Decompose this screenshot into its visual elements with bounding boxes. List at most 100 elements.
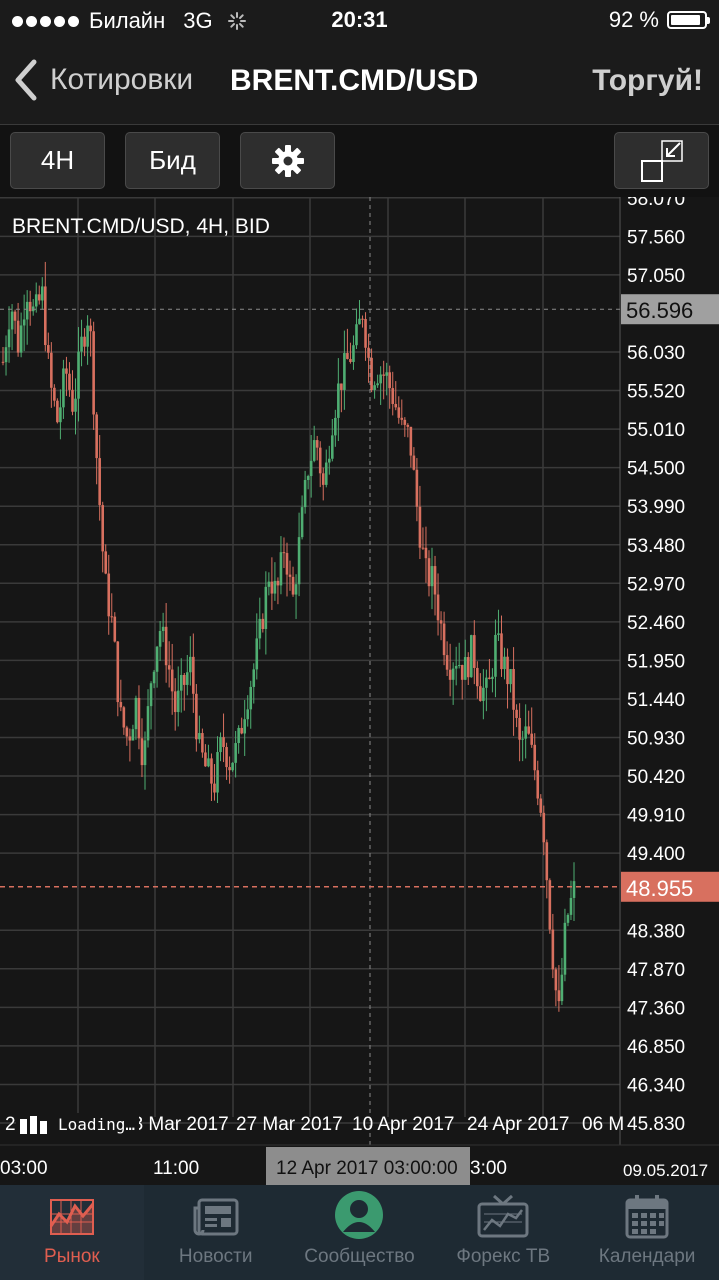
candle-body [40,286,44,301]
candle-down [164,603,168,683]
candle-down [548,878,552,934]
candle-down [442,611,446,666]
settings-button[interactable] [240,132,335,189]
candle-body [264,586,268,629]
candle-body [195,693,198,740]
candle-body [140,738,144,766]
price-chart[interactable]: 56.596 48.955 58.070 57.560 57.050 56.030 55.… [0,197,719,1185]
candle-up [312,425,316,463]
candle-body [518,717,521,740]
tab-forex-tv[interactable]: Форекс ТВ [431,1185,575,1280]
candle-up [77,327,80,422]
trade-button[interactable]: Торгуй! [592,64,703,97]
candle-body [533,744,537,771]
candle-down [551,913,555,979]
candle-up [451,662,455,705]
back-button[interactable]: Котировки [12,58,193,102]
candle-body [572,881,576,898]
candle-down [285,542,289,597]
fullscreen-toggle-button[interactable] [614,132,709,189]
candle-body [318,447,322,474]
candle-body [334,417,337,436]
candle-body [373,385,376,390]
tab-market[interactable]: Рынок [0,1185,144,1280]
candle-up [134,695,138,740]
candle-up [176,666,180,727]
candle-body [83,336,86,347]
tab-news[interactable]: Новости [144,1185,288,1280]
network-type: 3G [183,8,213,33]
candle-body [424,547,428,559]
candle-body [128,736,132,741]
calendar-icon [625,1195,669,1239]
candle-body [337,383,340,418]
candle-body [415,469,419,507]
candle-down [476,661,479,699]
candle-down [466,652,470,685]
candle-body [237,727,240,744]
candlestick-chart[interactable]: 56.596 48.955 58.070 57.560 57.050 56.030 55.… [0,197,719,1185]
candle-up [59,389,62,440]
candle-down [92,321,95,430]
candle-up [463,639,467,681]
candle-down [512,647,515,736]
candle-body [77,351,80,399]
candle-up [324,449,328,488]
candle-up [273,562,277,601]
candle-body [192,656,195,694]
candle-body [246,709,250,720]
candle-down [107,554,111,635]
candle-body [152,671,156,684]
tab-market-label: Рынок [44,1246,100,1267]
candle-down [13,309,17,334]
candle-down [488,658,491,680]
candle-body [216,752,219,793]
candle-down [222,713,225,763]
candle-down [315,435,319,461]
candle-body [569,897,573,915]
timeframe-button[interactable]: 4H [10,132,105,189]
candle-down [125,725,129,746]
candle-down [240,717,243,735]
candle-down [518,703,521,762]
tab-community[interactable]: Сообщество [288,1185,432,1280]
candle-down [418,485,422,560]
candle-up [231,762,234,772]
crosshair-time-label: 12 Apr 2017 03:00:00 [276,1158,458,1179]
candle-up [143,731,147,790]
candle-down [192,633,195,713]
candle-body [249,686,253,710]
candle-up [80,319,83,367]
candle-down [37,285,41,305]
candle-body [361,318,364,320]
candle-body [80,336,83,352]
candle-down [542,805,546,856]
candle-body [252,669,256,687]
candle-body [427,558,431,587]
candle-down [473,620,476,685]
candle-up [430,547,434,610]
tab-calendar-label: Календари [598,1246,696,1267]
tab-news-label: Новости [178,1246,253,1267]
candle-body [213,783,216,793]
candle-up [572,862,576,922]
candle-up [503,647,506,680]
candle-body [101,505,104,552]
candle-body [497,633,500,635]
price-type-button[interactable]: Бид [125,132,220,189]
candle-body [219,737,222,753]
candle-down [270,557,274,610]
candle-body [309,460,313,477]
candle-body [198,733,201,740]
last-date-label: 09.05.2017 [623,1161,708,1180]
candle-body [22,319,26,326]
price-tick-label: 55.010 [627,420,685,441]
candle-up [334,409,337,447]
loading-bars-icon [20,1115,47,1134]
candle-body [385,372,388,376]
candle-down [276,577,280,605]
candle-up [469,634,473,678]
candle-down [261,613,265,633]
current-price-badge [621,871,719,902]
tab-calendar[interactable]: Календари [575,1185,719,1280]
